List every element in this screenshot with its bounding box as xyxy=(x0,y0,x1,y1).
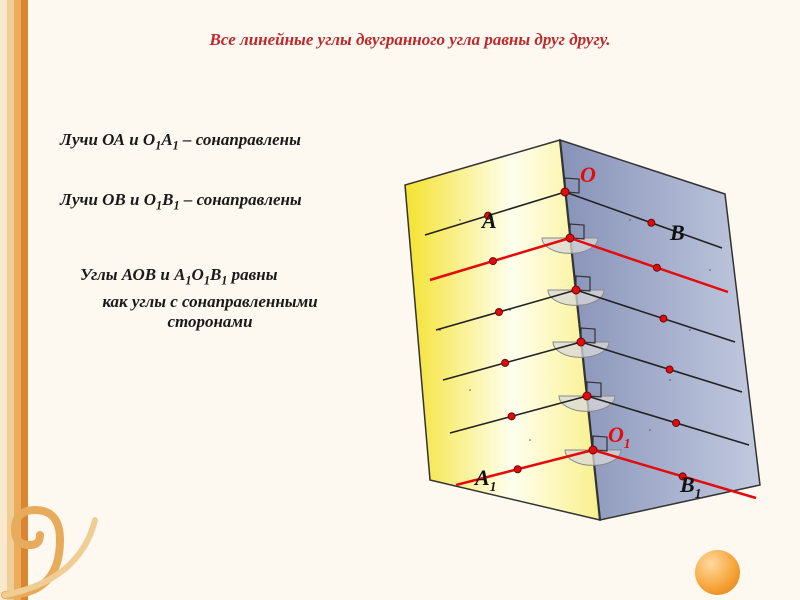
corner-swirl-icon xyxy=(0,480,120,600)
svg-text:В: В xyxy=(669,220,685,245)
text-line-3: Углы АОВ и А1О1В1 равны xyxy=(80,265,278,288)
orange-ball-icon xyxy=(695,550,740,595)
text-line-4: как углы с сонаправленными сторонами xyxy=(70,292,350,332)
svg-text:О: О xyxy=(580,162,596,187)
text-line-1: Лучи ОА и О1А1 – сонаправлены xyxy=(60,130,301,153)
text-line-2: Лучи ОВ и О1В1 – сонаправлены xyxy=(60,190,302,213)
slide-title: Все линейные углы двугранного угла равны… xyxy=(60,30,760,50)
dihedral-diagram: ОАВО1А1В1 xyxy=(370,130,780,570)
svg-text:А: А xyxy=(480,208,497,233)
